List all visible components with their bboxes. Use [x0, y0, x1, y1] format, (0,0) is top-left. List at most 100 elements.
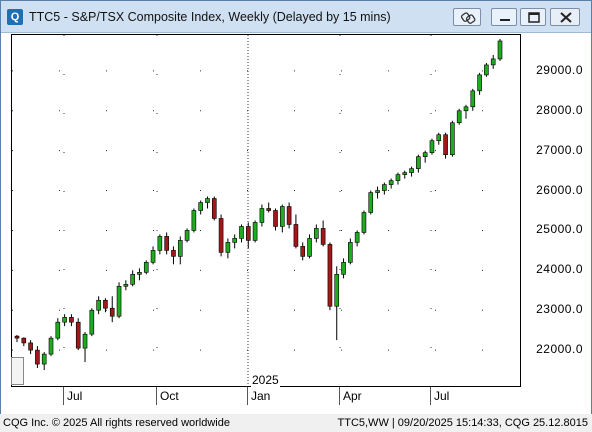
copyright-text: CQG Inc. © 2025 All rights reserved worl… — [3, 417, 230, 429]
candle-body — [55, 321, 61, 339]
candle-body — [259, 208, 265, 223]
time-axis[interactable]: Jul Oct Jan Apr Jul — [11, 357, 521, 405]
x-tick — [430, 387, 431, 405]
candle-body — [402, 172, 408, 175]
link-button[interactable] — [453, 8, 481, 26]
y-tick-label: 25000.0 — [536, 222, 583, 237]
candle-body — [69, 317, 74, 323]
candle-body — [218, 218, 224, 253]
candle-body — [266, 208, 272, 211]
candle-body — [300, 246, 306, 257]
candle-body — [198, 202, 203, 211]
y-tick-label: 28000.0 — [536, 102, 583, 117]
window-title: TTC5 - S&P/TSX Composite Index, Weekly (… — [29, 10, 391, 24]
candle-body — [320, 228, 326, 245]
scroll-handle[interactable] — [11, 357, 24, 385]
candle-body — [164, 236, 169, 251]
candle-body — [395, 174, 401, 181]
candle-body — [41, 353, 47, 365]
candle-body — [103, 299, 108, 309]
candle-body — [35, 349, 40, 365]
candle-body — [123, 283, 129, 287]
candle-body — [14, 335, 20, 339]
maximize-icon — [528, 12, 540, 23]
session-info: TTC5,WW | 09/20/2025 15:14:33, CQG 25.12… — [337, 417, 589, 429]
y-tick-label: 23000.0 — [536, 302, 583, 317]
chart-area[interactable] — [11, 34, 521, 387]
candle-body — [293, 224, 299, 247]
candle-body — [388, 180, 394, 185]
chart-window: Q TTC5 - S&P/TSX Composite Index, Weekly… — [0, 0, 592, 416]
candle-body — [470, 90, 476, 108]
candle-body — [82, 333, 88, 349]
x-tick-label: Jul — [434, 389, 450, 403]
candle-body — [273, 210, 278, 227]
candle-body — [62, 317, 67, 323]
candle-body — [327, 244, 333, 307]
candle-body — [116, 285, 122, 317]
price-axis[interactable]: 22000.0 23000.0 24000.0 25000.0 26000.0 27000… — [521, 34, 591, 387]
candle-body — [286, 206, 292, 225]
candle-body — [96, 299, 101, 311]
candle-body — [48, 337, 54, 355]
candle-body — [205, 198, 210, 203]
candle-body — [171, 250, 176, 257]
candle-body — [143, 262, 149, 273]
app-icon: Q — [7, 9, 23, 25]
candle-body — [232, 238, 237, 243]
candle-body — [211, 198, 217, 219]
x-tick — [63, 387, 64, 405]
x-tick-label: Jan — [251, 389, 271, 403]
candle-body — [361, 212, 367, 233]
candle-body — [450, 122, 455, 155]
candle-body — [490, 58, 496, 66]
maximize-button[interactable] — [520, 8, 546, 26]
candlestick-chart — [12, 35, 520, 386]
candle-body — [463, 106, 469, 112]
candle-body — [184, 230, 190, 241]
candle-body — [137, 272, 142, 275]
candle-body — [225, 242, 231, 253]
candle-body — [28, 342, 33, 351]
candle-body — [252, 222, 258, 241]
link-icon — [460, 12, 476, 24]
x-tick-label: Jul — [67, 389, 83, 403]
x-tick-label: Oct — [160, 389, 179, 403]
candle-body — [130, 274, 135, 285]
candle-body — [497, 40, 503, 60]
candle-body — [191, 210, 197, 231]
candle-body — [89, 309, 95, 335]
candle-body — [314, 228, 319, 239]
candle-body — [341, 262, 346, 275]
status-bar: CQG Inc. © 2025 All rights reserved worl… — [0, 414, 592, 432]
candle-body — [75, 321, 81, 349]
y-tick-label: 26000.0 — [536, 182, 583, 197]
title-bar[interactable]: Q TTC5 - S&P/TSX Composite Index, Weekly… — [1, 1, 591, 33]
y-tick-label: 29000.0 — [536, 62, 583, 77]
candle-body — [409, 168, 414, 173]
candle-body — [177, 240, 183, 257]
candle-body — [307, 238, 312, 257]
minimize-button[interactable] — [491, 8, 517, 26]
candle-body — [382, 184, 387, 191]
x-tick — [156, 387, 157, 405]
candle-body — [109, 307, 115, 317]
close-icon — [560, 12, 572, 23]
candle-body — [368, 192, 374, 213]
candle-body — [21, 337, 27, 344]
candle-body — [443, 134, 448, 155]
minimize-icon — [500, 19, 510, 21]
close-button[interactable] — [550, 8, 580, 26]
candle-body — [348, 242, 353, 263]
candle-body — [245, 226, 251, 241]
x-tick-label: Apr — [343, 389, 362, 403]
y-tick-label: 24000.0 — [536, 262, 583, 277]
candle-body — [280, 206, 285, 227]
candle-body — [375, 190, 380, 193]
candle-body — [334, 274, 340, 307]
year-label: 2025 — [251, 373, 280, 387]
x-tick — [247, 387, 248, 405]
candle-body — [422, 152, 428, 157]
candle-body — [477, 74, 482, 92]
candle-body — [416, 156, 421, 169]
